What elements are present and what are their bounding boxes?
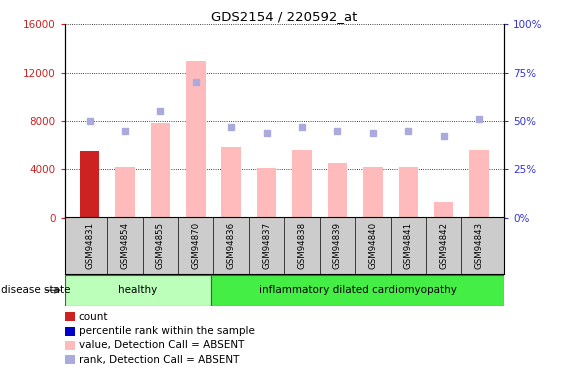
Text: percentile rank within the sample: percentile rank within the sample bbox=[79, 326, 254, 336]
Bar bbox=[363, 167, 383, 218]
Title: GDS2154 / 220592_at: GDS2154 / 220592_at bbox=[211, 10, 358, 23]
Text: count: count bbox=[79, 312, 108, 322]
Text: inflammatory dilated cardiomyopathy: inflammatory dilated cardiomyopathy bbox=[258, 285, 457, 295]
Text: GSM94870: GSM94870 bbox=[191, 222, 200, 269]
Bar bbox=[186, 61, 205, 217]
Text: GSM94843: GSM94843 bbox=[475, 222, 484, 269]
Bar bbox=[399, 167, 418, 218]
Text: GSM94831: GSM94831 bbox=[85, 222, 94, 269]
Bar bbox=[434, 202, 453, 217]
Text: value, Detection Call = ABSENT: value, Detection Call = ABSENT bbox=[79, 340, 244, 350]
Bar bbox=[115, 167, 135, 218]
Text: GSM94842: GSM94842 bbox=[439, 222, 448, 269]
Bar bbox=[257, 168, 276, 217]
Bar bbox=[470, 150, 489, 217]
Text: healthy: healthy bbox=[118, 285, 158, 295]
Bar bbox=[328, 163, 347, 218]
Text: GSM94840: GSM94840 bbox=[368, 222, 377, 269]
Bar bbox=[65, 275, 211, 306]
Text: GSM94841: GSM94841 bbox=[404, 222, 413, 269]
Text: GSM94837: GSM94837 bbox=[262, 222, 271, 269]
Text: GSM94855: GSM94855 bbox=[156, 222, 165, 269]
Bar bbox=[151, 123, 170, 218]
Text: disease state: disease state bbox=[1, 285, 70, 295]
Bar bbox=[211, 275, 504, 306]
Text: rank, Detection Call = ABSENT: rank, Detection Call = ABSENT bbox=[79, 355, 239, 364]
Text: GSM94836: GSM94836 bbox=[227, 222, 236, 269]
Bar bbox=[221, 147, 241, 218]
Text: GSM94838: GSM94838 bbox=[297, 222, 306, 269]
Text: GSM94854: GSM94854 bbox=[120, 222, 129, 269]
Bar bbox=[292, 150, 312, 217]
Bar bbox=[80, 151, 99, 217]
Text: GSM94839: GSM94839 bbox=[333, 222, 342, 269]
